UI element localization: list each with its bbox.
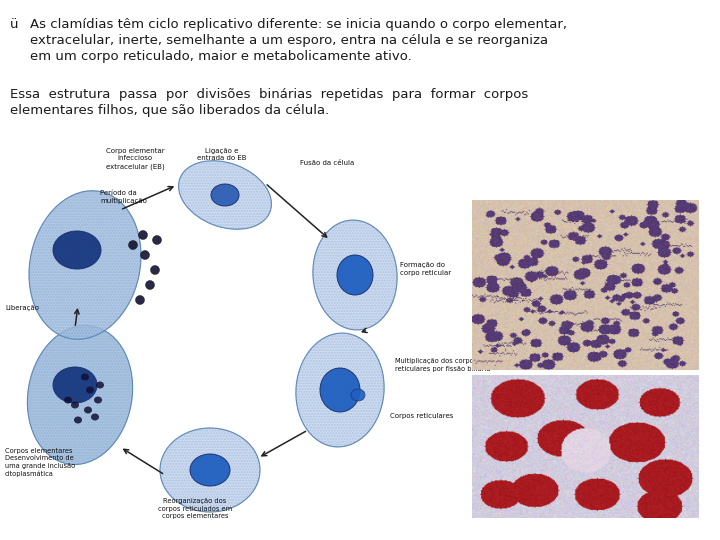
Ellipse shape bbox=[211, 184, 239, 206]
Circle shape bbox=[150, 266, 160, 274]
Text: ü: ü bbox=[10, 18, 19, 31]
Circle shape bbox=[140, 251, 150, 260]
Ellipse shape bbox=[313, 220, 397, 330]
Ellipse shape bbox=[74, 416, 82, 423]
Circle shape bbox=[138, 231, 148, 240]
Text: Multiplicação dos corpos
reticulares por fissão binária: Multiplicação dos corpos reticulares por… bbox=[395, 358, 490, 372]
Circle shape bbox=[145, 280, 155, 289]
Ellipse shape bbox=[160, 428, 260, 512]
Text: Ligação e
entrada do EB: Ligação e entrada do EB bbox=[197, 148, 247, 161]
Ellipse shape bbox=[84, 407, 92, 414]
Ellipse shape bbox=[337, 255, 373, 295]
Ellipse shape bbox=[96, 381, 104, 388]
Text: Período da
multiplicação: Período da multiplicação bbox=[100, 190, 147, 204]
Ellipse shape bbox=[29, 191, 141, 339]
Text: elementares filhos, que são liberados da célula.: elementares filhos, que são liberados da… bbox=[10, 104, 329, 117]
Text: Fusão da célula: Fusão da célula bbox=[300, 160, 354, 166]
Ellipse shape bbox=[91, 414, 99, 421]
Ellipse shape bbox=[296, 333, 384, 447]
Ellipse shape bbox=[27, 326, 132, 464]
Text: Corpos elementares
Desenvolvimento de
uma grande inclusão
citoplasmática: Corpos elementares Desenvolvimento de um… bbox=[5, 448, 76, 477]
Text: extracelular, inerte, semelhante a um esporo, entra na célula e se reorganiza: extracelular, inerte, semelhante a um es… bbox=[30, 34, 548, 47]
Text: Reorganização dos
corpos reticulados em
corpos elementares: Reorganização dos corpos reticulados em … bbox=[158, 498, 232, 519]
Ellipse shape bbox=[94, 396, 102, 403]
Ellipse shape bbox=[179, 161, 271, 230]
Circle shape bbox=[128, 240, 138, 249]
Ellipse shape bbox=[320, 368, 360, 412]
Ellipse shape bbox=[64, 396, 72, 403]
Circle shape bbox=[135, 295, 145, 305]
Text: Essa  estrutura  passa  por  divisões  binárias  repetidas  para  formar  corpos: Essa estrutura passa por divisões binári… bbox=[10, 88, 528, 101]
Text: Corpo elementar
infeccioso
extracelular (EB): Corpo elementar infeccioso extracelular … bbox=[106, 148, 164, 170]
Ellipse shape bbox=[81, 374, 89, 381]
Text: Formação do
corpo reticular: Formação do corpo reticular bbox=[400, 262, 451, 275]
Ellipse shape bbox=[53, 367, 97, 403]
Text: Corpos reticulares: Corpos reticulares bbox=[390, 413, 454, 419]
Ellipse shape bbox=[86, 387, 94, 394]
Text: Liberação: Liberação bbox=[5, 305, 39, 311]
Ellipse shape bbox=[351, 389, 365, 401]
Ellipse shape bbox=[71, 402, 79, 408]
Circle shape bbox=[153, 235, 161, 245]
Ellipse shape bbox=[53, 231, 101, 269]
Text: em um corpo reticulado, maior e metabolicamente ativo.: em um corpo reticulado, maior e metaboli… bbox=[30, 50, 412, 63]
Ellipse shape bbox=[190, 454, 230, 486]
Text: As clamídias têm ciclo replicativo diferente: se inicia quando o corpo elementar: As clamídias têm ciclo replicativo difer… bbox=[30, 18, 567, 31]
